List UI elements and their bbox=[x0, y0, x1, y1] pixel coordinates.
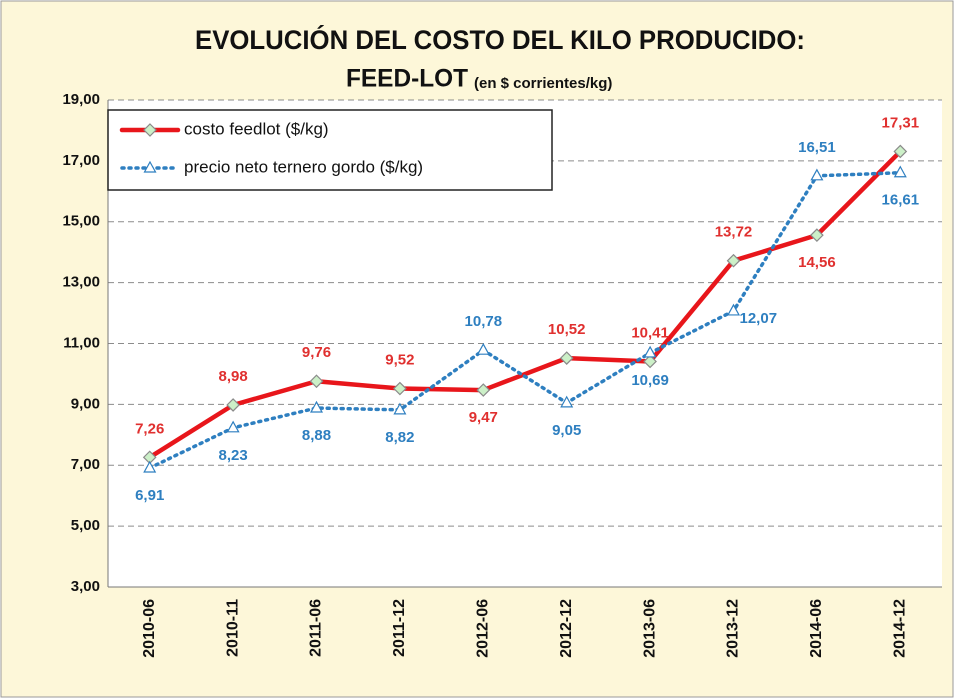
y-tick-label: 17,00 bbox=[62, 152, 100, 169]
data-label: 9,47 bbox=[469, 409, 498, 426]
y-tick-label: 7,00 bbox=[71, 456, 100, 473]
legend-box bbox=[107, 109, 553, 191]
y-tick-label: 19,00 bbox=[62, 91, 100, 108]
x-tick-label: 2011-12 bbox=[391, 599, 408, 657]
data-label: 6,91 bbox=[135, 487, 164, 504]
point-marker bbox=[143, 123, 157, 137]
point-marker bbox=[893, 144, 908, 159]
y-tick-label: 3,00 bbox=[71, 578, 100, 595]
point-marker bbox=[810, 228, 824, 242]
data-label: 17,31 bbox=[882, 114, 920, 131]
y-tick-label: 13,00 bbox=[62, 274, 100, 291]
data-label: 8,23 bbox=[218, 447, 247, 464]
point-marker bbox=[559, 351, 574, 365]
data-label: 13,72 bbox=[715, 224, 753, 241]
x-tick-label: 2012-12 bbox=[558, 599, 575, 658]
y-tick-label: 11,00 bbox=[63, 334, 100, 351]
chart-title-line2: FEED-LOT bbox=[346, 65, 468, 93]
data-label: 12,07 bbox=[740, 310, 778, 327]
x-tick-label: 2010-11 bbox=[224, 599, 241, 657]
point-marker bbox=[393, 402, 407, 415]
data-label: 10,78 bbox=[465, 313, 503, 330]
data-label: 10,41 bbox=[631, 324, 669, 341]
data-label: 8,82 bbox=[385, 429, 414, 446]
series-line bbox=[147, 170, 903, 470]
x-tick-label: 2013-12 bbox=[725, 599, 742, 658]
data-label: 9,05 bbox=[552, 422, 581, 439]
data-label: 8,88 bbox=[302, 427, 331, 444]
y-tick-label: 15,00 bbox=[62, 213, 100, 230]
x-tick-label: 2010-06 bbox=[141, 599, 158, 658]
x-tick-label: 2014-06 bbox=[808, 599, 825, 658]
point-marker bbox=[643, 354, 657, 369]
chart-subtitle: (en $ corrientes/kg) bbox=[474, 75, 612, 92]
data-label: 10,69 bbox=[631, 372, 669, 389]
series-line bbox=[147, 149, 903, 460]
x-tick-label: 2011-06 bbox=[308, 599, 325, 657]
data-label: 9,52 bbox=[385, 352, 414, 369]
legend-label: costo feedlot ($/kg) bbox=[184, 119, 329, 138]
y-tick-label: 9,00 bbox=[71, 395, 100, 412]
point-marker bbox=[893, 165, 907, 178]
point-marker bbox=[226, 398, 240, 412]
chart-title: EVOLUCIÓN DEL COSTO DEL KILO PRODUCIDO: bbox=[195, 24, 805, 55]
data-label: 8,98 bbox=[218, 368, 247, 385]
data-label: 14,56 bbox=[798, 254, 836, 271]
x-tick-label: 2014-12 bbox=[892, 599, 909, 658]
point-marker bbox=[143, 460, 157, 473]
data-label: 16,51 bbox=[798, 139, 836, 156]
data-label: 9,76 bbox=[302, 344, 331, 361]
data-label: 16,61 bbox=[882, 192, 920, 209]
point-marker bbox=[309, 374, 324, 389]
point-marker bbox=[226, 420, 240, 433]
data-label: 10,52 bbox=[548, 321, 586, 338]
point-marker bbox=[143, 160, 157, 173]
point-marker bbox=[726, 253, 741, 268]
x-tick-label: 2013-06 bbox=[641, 599, 658, 658]
data-label: 7,26 bbox=[135, 420, 164, 437]
y-tick-label: 5,00 bbox=[71, 517, 100, 534]
x-tick-label: 2012-06 bbox=[475, 599, 492, 658]
legend-label: precio neto ternero gordo ($/kg) bbox=[184, 157, 423, 176]
point-marker bbox=[643, 345, 657, 358]
point-marker bbox=[810, 168, 824, 181]
point-marker bbox=[476, 383, 491, 397]
point-marker bbox=[476, 342, 490, 355]
point-marker bbox=[393, 381, 407, 396]
point-marker bbox=[560, 395, 574, 408]
point-marker bbox=[726, 303, 741, 316]
point-marker bbox=[309, 400, 324, 413]
